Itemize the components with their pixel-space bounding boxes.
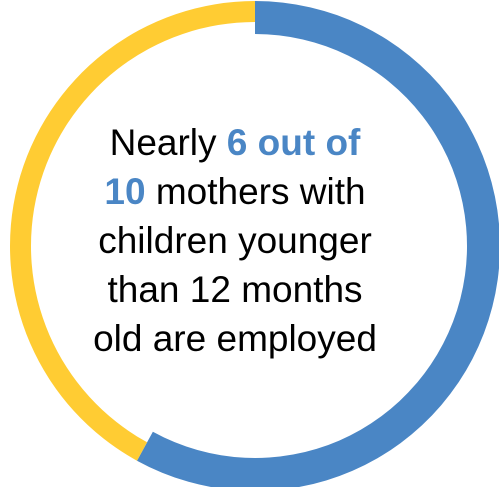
caption-line-1: Nearly 6 out of [60, 118, 410, 167]
caption-highlight-ratio: 6 out of [226, 122, 361, 163]
caption-line-3: children younger [98, 220, 372, 261]
caption-line-2: 10 mothers with [60, 167, 410, 216]
caption-highlight-number: 10 [104, 171, 146, 212]
caption-line-4: than 12 months [107, 269, 363, 310]
caption-line-5: old are employed [93, 318, 377, 359]
donut-slice-remaining [10, 1, 255, 461]
caption-line-1-prefix: Nearly [109, 122, 227, 163]
center-caption: Nearly 6 out of 10 mothers with children… [60, 118, 410, 363]
donut-slices [10, 1, 499, 487]
caption-line-2-suffix: mothers with [145, 171, 366, 212]
